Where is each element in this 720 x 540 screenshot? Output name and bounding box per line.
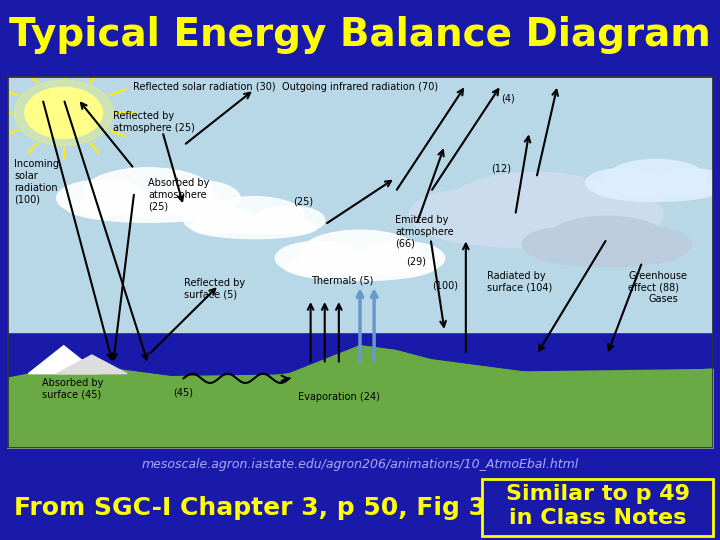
Text: Radiated by
surface (104): Radiated by surface (104) [487, 271, 552, 293]
Ellipse shape [422, 206, 651, 248]
Text: Reflected by
atmosphere (25): Reflected by atmosphere (25) [113, 111, 195, 133]
Text: Reflected solar radiation (30): Reflected solar radiation (30) [133, 82, 276, 92]
Ellipse shape [184, 206, 254, 234]
Ellipse shape [448, 172, 625, 240]
Text: Thermals (5): Thermals (5) [310, 275, 373, 285]
Text: (12): (12) [491, 164, 511, 174]
Text: Typical Energy Balance Diagram: Typical Energy Balance Diagram [9, 16, 711, 54]
Text: (25): (25) [294, 197, 314, 206]
Bar [7, 76, 713, 332]
Ellipse shape [204, 197, 304, 234]
Text: Incoming
solar
radiation
(100): Incoming solar radiation (100) [14, 159, 59, 204]
Ellipse shape [84, 168, 212, 216]
Text: Absorbed by
atmosphere
(25): Absorbed by atmosphere (25) [148, 178, 210, 211]
Ellipse shape [607, 227, 692, 261]
Ellipse shape [301, 230, 419, 275]
Text: mesoscale.agron.iastate.edu/agron206/animations/10_AtmoEbal.html: mesoscale.agron.iastate.edu/agron206/ani… [141, 458, 579, 471]
Ellipse shape [148, 180, 240, 216]
Text: (4): (4) [501, 94, 515, 104]
Ellipse shape [522, 227, 607, 261]
Text: Greenhouse
effect (88): Greenhouse effect (88) [628, 271, 687, 293]
Polygon shape [7, 346, 713, 448]
Ellipse shape [360, 241, 445, 275]
Text: Evaporation (24): Evaporation (24) [298, 392, 379, 402]
Ellipse shape [548, 216, 666, 261]
Ellipse shape [657, 168, 720, 197]
Text: (100): (100) [432, 280, 458, 290]
Text: Outgoing infrared radiation (70): Outgoing infrared radiation (70) [282, 82, 438, 92]
Ellipse shape [191, 215, 318, 239]
Text: Reflected by
surface (5): Reflected by surface (5) [184, 278, 245, 299]
Ellipse shape [607, 159, 706, 197]
Ellipse shape [593, 178, 720, 201]
Text: (45): (45) [174, 388, 194, 397]
Text: Similar to p 49
in Class Notes: Similar to p 49 in Class Notes [505, 484, 690, 528]
Text: Emitted by
atmosphere
(66): Emitted by atmosphere (66) [395, 215, 454, 248]
Text: (29): (29) [407, 257, 426, 267]
Polygon shape [28, 346, 99, 374]
Ellipse shape [275, 241, 360, 275]
Text: Gases: Gases [649, 294, 678, 304]
Polygon shape [57, 355, 127, 374]
Ellipse shape [531, 239, 683, 267]
Ellipse shape [254, 206, 325, 234]
Ellipse shape [586, 168, 657, 197]
Ellipse shape [66, 192, 231, 222]
Ellipse shape [57, 180, 148, 216]
Circle shape [14, 80, 113, 145]
Ellipse shape [536, 189, 663, 240]
Ellipse shape [410, 189, 536, 240]
Text: From SGC-I Chapter 3, p 50, Fig 3-19: From SGC-I Chapter 3, p 50, Fig 3-19 [14, 496, 531, 520]
Text: Absorbed by
surface (45): Absorbed by surface (45) [42, 379, 104, 400]
Circle shape [24, 87, 102, 138]
FancyBboxPatch shape [482, 480, 713, 536]
Ellipse shape [284, 253, 436, 281]
